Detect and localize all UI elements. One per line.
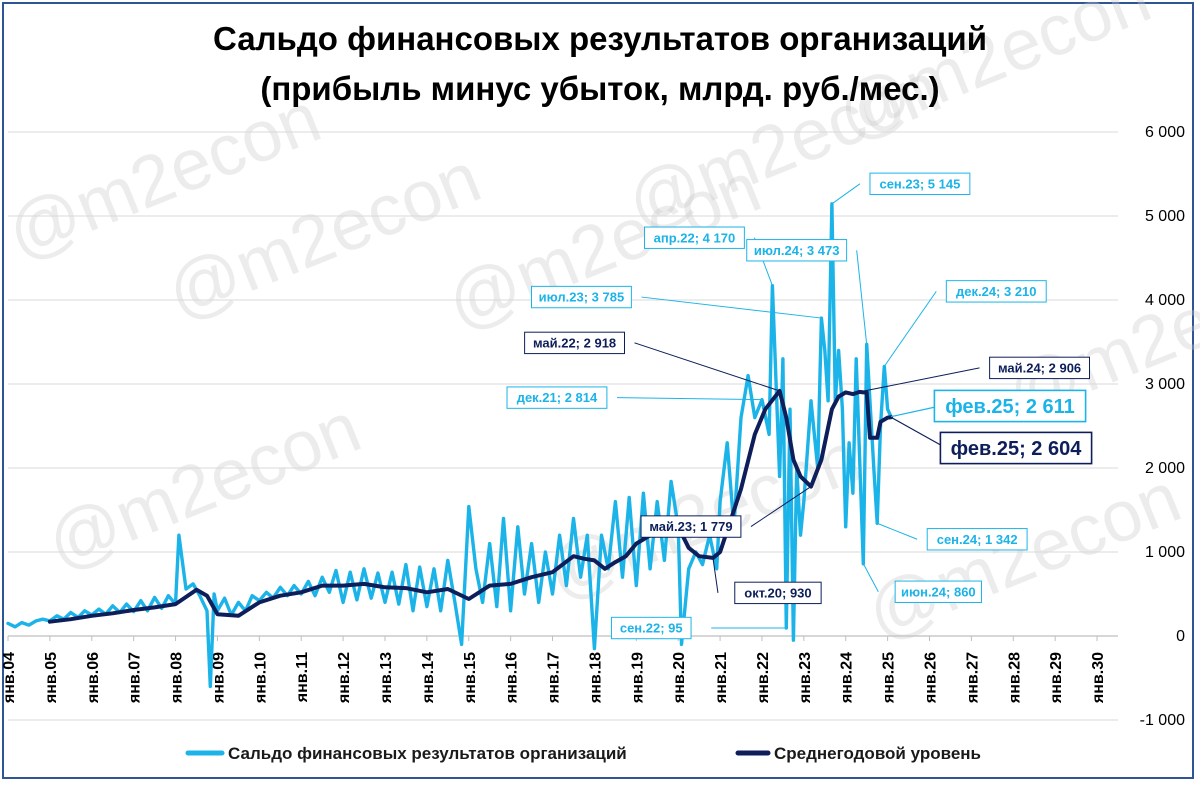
x-tick-label: янв.11 <box>294 652 311 703</box>
y-tick-label: 5 000 <box>1145 208 1185 225</box>
x-tick-label: янв.29 <box>1048 652 1065 704</box>
leader-line <box>859 367 980 393</box>
leader-line <box>890 416 947 449</box>
chart-title-line-1: Сальдо финансовых результатов организаци… <box>213 20 987 57</box>
x-tick-label: янв.14 <box>420 652 437 704</box>
svg-text:июл.23; 3 785: июл.23; 3 785 <box>539 290 625 305</box>
y-tick-label: 2 000 <box>1145 460 1185 477</box>
leader-line <box>883 291 937 367</box>
leader-line <box>876 522 918 540</box>
x-tick-label: янв.19 <box>629 652 646 704</box>
data-label: сен.22; 95 <box>610 616 692 640</box>
data-label: июл.24; 3 473 <box>746 239 848 262</box>
data-label: май.24; 2 906 <box>989 356 1090 380</box>
y-axis-ticks: -1 000 0 1 000 2 000 3 000 4 000 5 000 6 000 <box>1140 124 1185 729</box>
watermark-text: @m2econ <box>36 387 371 585</box>
svg-text:сен.22; 95: сен.22; 95 <box>620 621 683 636</box>
leader-line <box>641 296 822 319</box>
legend-label-monthly: Сальдо финансовых результатов организаци… <box>228 744 627 763</box>
x-tick-label: янв.21 <box>713 652 730 704</box>
x-tick-label: янв.13 <box>378 652 395 704</box>
x-tick-label: янв.06 <box>85 652 102 704</box>
x-tick-label: янв.05 <box>43 652 60 704</box>
leader-line <box>856 250 868 345</box>
x-tick-label: янв.17 <box>546 652 563 704</box>
x-tick-label: янв.27 <box>964 652 981 704</box>
leader-line <box>890 405 941 418</box>
legend: Сальдо финансовых результатов организаци… <box>185 744 981 763</box>
leader-line <box>634 342 780 392</box>
data-label: май.22; 2 918 <box>524 331 625 355</box>
series-line-average <box>47 388 893 624</box>
svg-text:июн.24; 860: июн.24; 860 <box>901 584 976 599</box>
x-axis-ticks: янв.04 янв.05 янв.06 янв.07 янв.08 янв.09 янв.… <box>1 636 1107 704</box>
svg-text:май.22; 2 918: май.22; 2 918 <box>533 335 616 350</box>
annotation-layer: апр.22; 4 170 сен.23; 5 145 июл.23; 3 785 и… <box>506 172 1093 640</box>
svg-text:фев.25; 2 604: фев.25; 2 604 <box>951 438 1083 460</box>
y-tick-label: 4 000 <box>1145 292 1185 309</box>
x-tick-label: янв.04 <box>1 652 18 704</box>
leader-line <box>616 397 762 401</box>
x-tick-label: янв.15 <box>462 652 479 704</box>
y-tick-label: 0 <box>1176 628 1185 645</box>
x-tick-label: янв.18 <box>587 652 604 704</box>
leader-line <box>712 557 719 593</box>
svg-text:дек.21; 2 814: дек.21; 2 814 <box>517 390 598 405</box>
y-tick-label: 6 000 <box>1145 124 1185 141</box>
svg-text:апр.22; 4 170: апр.22; 4 170 <box>654 230 736 245</box>
data-label: июл.23; 3 785 <box>531 285 632 309</box>
watermark-text: @m2econ <box>856 457 1191 655</box>
x-tick-label: янв.24 <box>839 652 856 704</box>
x-tick-label: янв.28 <box>1006 652 1023 704</box>
x-tick-label: янв.09 <box>210 652 227 704</box>
svg-text:дек.24; 3 210: дек.24; 3 210 <box>956 284 1037 299</box>
data-label: сен.24; 1 342 <box>926 528 1028 551</box>
grid-lines <box>8 131 1118 721</box>
x-tick-label: янв.20 <box>671 652 688 704</box>
svg-text:сен.23; 5 145: сен.23; 5 145 <box>879 176 960 191</box>
leader-line <box>831 183 861 205</box>
x-tick-label: янв.10 <box>252 652 269 704</box>
x-tick-label: янв.23 <box>797 652 814 704</box>
legend-label-average: Среднегодовой уровень <box>774 744 981 763</box>
data-label: дек.21; 2 814 <box>506 386 608 409</box>
svg-text:май.23; 1 779: май.23; 1 779 <box>649 519 732 534</box>
svg-text:сен.24; 1 342: сен.24; 1 342 <box>937 532 1018 547</box>
x-tick-label: янв.12 <box>336 652 353 704</box>
data-label: фев.25; 2 604 <box>939 431 1093 465</box>
leader-line <box>862 563 879 592</box>
data-label: фев.25; 2 611 <box>933 389 1087 423</box>
data-label: окт.20; 930 <box>734 581 822 605</box>
data-label: май.23; 1 779 <box>640 515 742 538</box>
x-tick-label: янв.22 <box>755 652 772 704</box>
y-tick-label: 3 000 <box>1145 376 1185 393</box>
chart-title-line-2: (прибыль минус убыток, млрд. руб./мес.) <box>260 70 939 107</box>
data-label: апр.22; 4 170 <box>643 226 745 249</box>
svg-text:июл.24; 3 473: июл.24; 3 473 <box>754 243 840 258</box>
leader-line <box>750 486 812 527</box>
x-tick-label: янв.26 <box>923 652 940 704</box>
y-tick-label: 1 000 <box>1145 544 1185 561</box>
svg-text:фев.25; 2 611: фев.25; 2 611 <box>945 396 1075 418</box>
x-tick-label: янв.16 <box>504 652 521 704</box>
x-tick-label: янв.25 <box>881 652 898 704</box>
data-label: июн.24; 860 <box>894 580 983 603</box>
data-label: сен.23; 5 145 <box>869 172 971 196</box>
svg-text:май.24; 2 906: май.24; 2 906 <box>998 360 1081 375</box>
x-tick-label: янв.08 <box>169 652 186 704</box>
svg-text:окт.20; 930: окт.20; 930 <box>744 585 811 600</box>
data-label: дек.24; 3 210 <box>945 280 1047 303</box>
x-tick-label: янв.07 <box>127 652 144 704</box>
x-tick-label: янв.30 <box>1090 652 1107 704</box>
y-tick-label: -1 000 <box>1140 712 1185 729</box>
